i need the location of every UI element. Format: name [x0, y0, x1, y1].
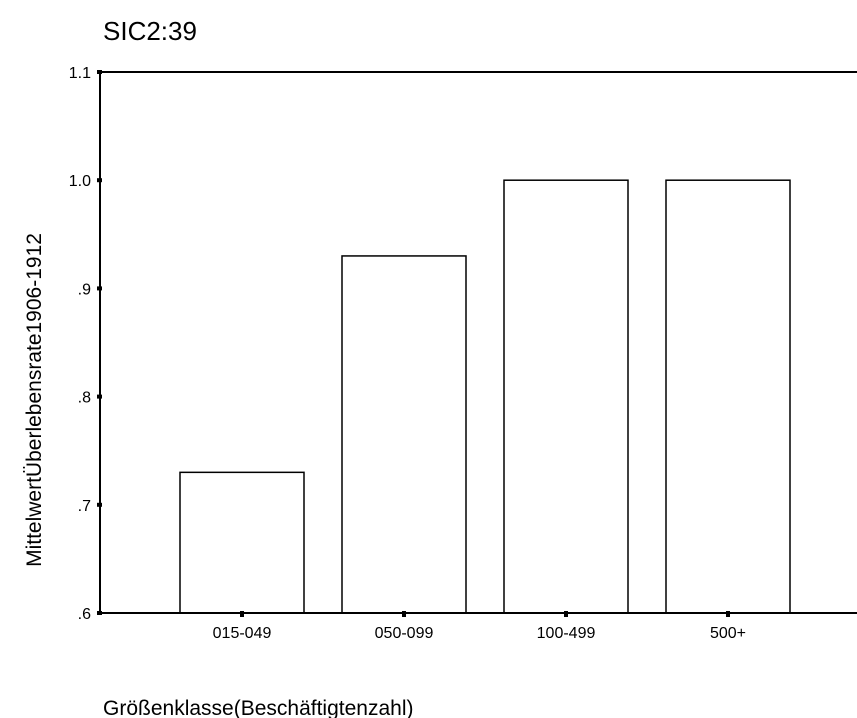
y-tick-label: .9 [78, 281, 91, 298]
y-tick-mark [97, 611, 102, 615]
x-tick-label: 100-499 [537, 625, 596, 642]
bar-015-049 [179, 471, 305, 614]
bar-050-099 [341, 255, 467, 614]
x-tick-label: 015-049 [213, 625, 272, 642]
axes-group [99, 71, 857, 614]
bars-group [179, 179, 791, 614]
x-tick-mark [240, 611, 244, 617]
x-tick-label: 050-099 [375, 625, 434, 642]
bar-500+ [665, 179, 791, 614]
chart-title: SIC2:39 [103, 16, 197, 46]
y-tick-mark [97, 502, 102, 507]
y-axis-label: MittelwertÜberlebensrate1906-1912 [23, 233, 46, 567]
y-tick-label: .6 [78, 606, 91, 623]
x-tick-label: 500+ [710, 625, 746, 642]
y-tick-mark [97, 286, 102, 291]
y-ticks-group: .6 .7 .8 .9 1.0 1.1 [69, 65, 102, 623]
y-tick-label: .8 [78, 390, 91, 407]
y-tick-mark [97, 394, 102, 399]
y-tick-mark [97, 70, 102, 74]
x-axis-label: Größenklasse(Beschäftigtenzahl) [103, 697, 413, 718]
x-tick-mark [564, 611, 568, 617]
y-tick-label: 1.0 [69, 173, 91, 190]
y-tick-label: .7 [78, 498, 91, 515]
x-tick-mark [402, 611, 406, 617]
y-tick-mark [97, 178, 102, 183]
x-tick-mark [726, 611, 730, 617]
x-ticks-group: 015-049 050-099 100-499 500+ [213, 611, 746, 642]
bar-100-499 [503, 179, 629, 614]
y-tick-label: 1.1 [69, 65, 91, 82]
